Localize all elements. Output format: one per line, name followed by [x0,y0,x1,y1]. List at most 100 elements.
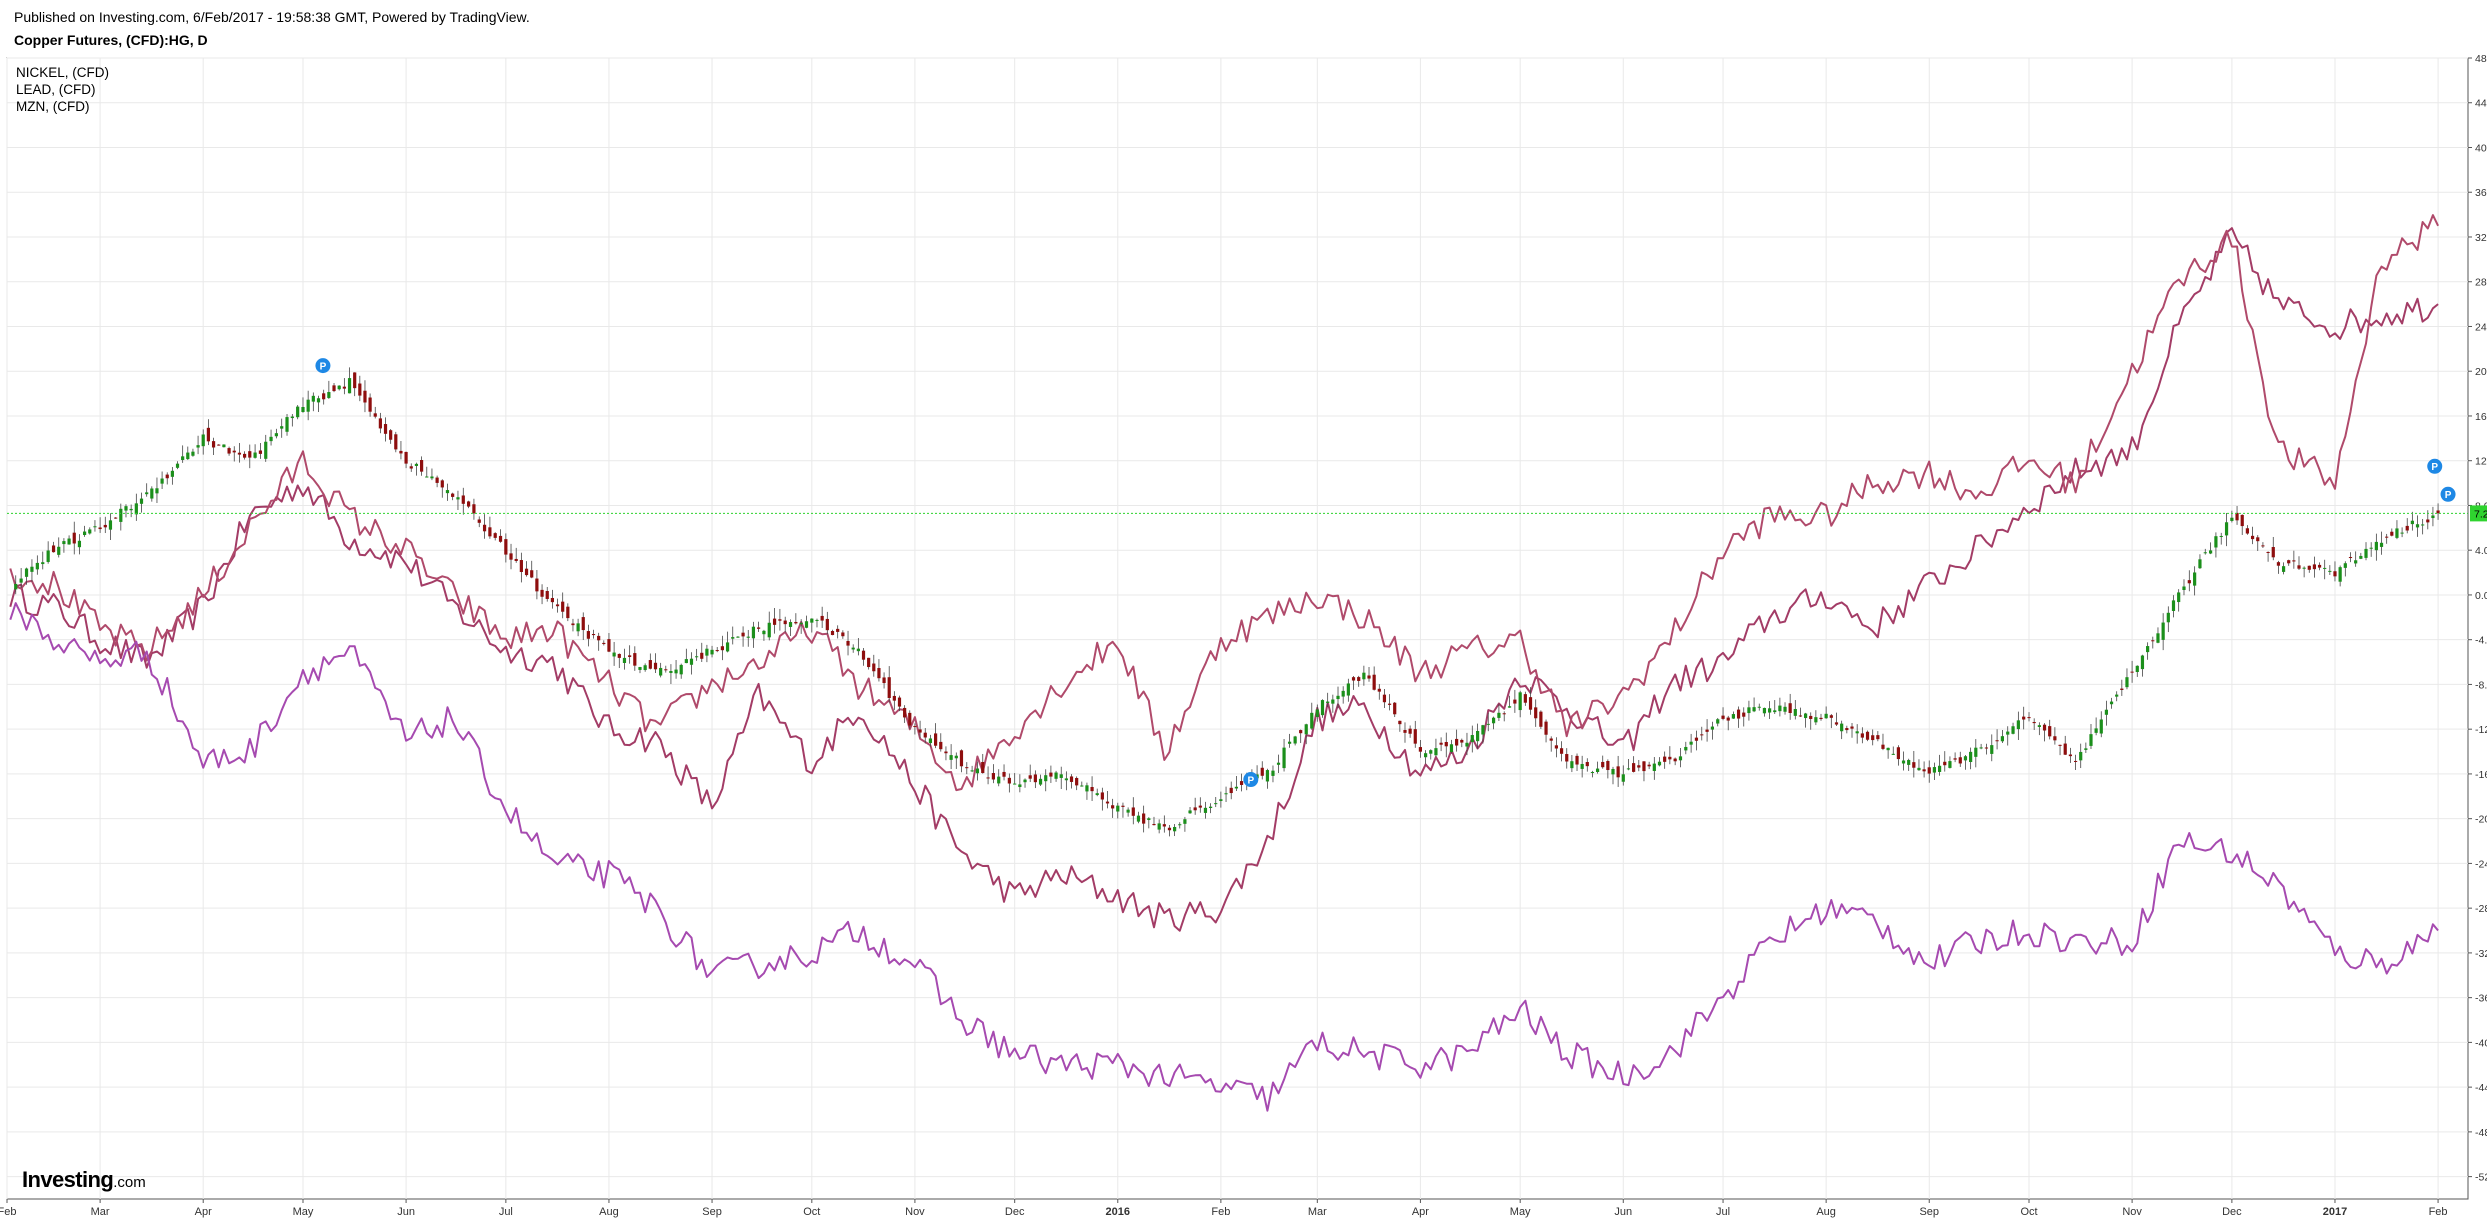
legend-entry-mzn[interactable]: MZN, (CFD) [16,99,90,114]
candle-body[interactable] [2364,548,2368,558]
candle-body[interactable] [1229,787,1233,794]
candle-body[interactable] [1398,720,1402,725]
candle-body[interactable] [1657,761,1662,766]
candle-body[interactable] [1460,739,1464,743]
candle-body[interactable] [1095,793,1099,796]
candle-body[interactable] [378,418,382,429]
candle-body[interactable] [2338,567,2342,582]
candle-body[interactable] [965,767,969,769]
candle-body[interactable] [1901,760,1906,764]
candle-body[interactable] [1684,746,1688,751]
candle-body[interactable] [1513,699,1517,704]
candle-body[interactable] [2240,514,2244,527]
candle-body[interactable] [30,566,34,572]
candle-body[interactable] [2000,736,2005,742]
candle-body[interactable] [867,657,871,668]
candle-body[interactable] [237,452,242,455]
candle-body[interactable] [1726,717,1730,721]
candle-body[interactable] [1621,774,1625,782]
candle-body[interactable] [119,508,123,522]
candle-body[interactable] [715,650,719,652]
candle-body[interactable] [2193,572,2197,586]
candle-body[interactable] [2156,633,2160,643]
candle-body[interactable] [2224,522,2229,536]
candle-body[interactable] [404,451,408,464]
candle-body[interactable] [445,490,450,494]
candle-body[interactable] [757,627,761,629]
candle-body[interactable] [524,568,529,576]
candle-body[interactable] [389,430,393,440]
candle-body[interactable] [2022,716,2026,720]
candle-body[interactable] [1705,729,1709,732]
candle-body[interactable] [124,506,128,511]
candle-body[interactable] [2063,743,2067,755]
candle-body[interactable] [461,495,465,504]
candle-body[interactable] [908,712,912,726]
candle-body[interactable] [1203,807,1208,813]
candle-body[interactable] [586,631,590,639]
candle-body[interactable] [301,407,305,413]
candle-body[interactable] [2369,547,2373,549]
candle-body[interactable] [1860,733,1864,738]
candle-body[interactable] [280,426,284,429]
candle-body[interactable] [1310,712,1314,729]
candle-body[interactable] [1126,809,1130,813]
candle-body[interactable] [1824,713,1828,719]
candle-body[interactable] [2271,547,2275,558]
candle-body[interactable] [1111,805,1115,809]
candle-body[interactable] [617,653,621,658]
candle-body[interactable] [1731,714,1735,719]
candle-body[interactable] [222,444,226,448]
candle-body[interactable] [700,652,704,659]
candle-body[interactable] [1059,774,1063,778]
candle-body[interactable] [1554,745,1558,749]
candle-body[interactable] [1408,728,1412,734]
candle-body[interactable] [975,768,980,774]
candle-body[interactable] [1142,813,1146,824]
candle-body[interactable] [1922,769,1926,772]
candle-body[interactable] [1002,771,1006,777]
candle-body[interactable] [1304,724,1308,735]
candle-body[interactable] [1850,726,1854,729]
candle-body[interactable] [1121,805,1125,807]
candle-body[interactable] [1038,778,1043,785]
candle-body[interactable] [581,617,585,631]
candle-body[interactable] [1721,715,1725,719]
candle-body[interactable] [139,498,144,504]
candle-body[interactable] [290,416,294,419]
candle-body[interactable] [19,578,23,583]
candle-body[interactable] [1663,756,1667,762]
candle-body[interactable] [2053,736,2057,741]
candle-body[interactable] [981,762,985,774]
candle-body[interactable] [2426,519,2430,523]
candle-body[interactable] [1783,706,1787,712]
candle-body[interactable] [1611,768,1615,775]
candle-body[interactable] [1736,709,1741,719]
candle-body[interactable] [1778,705,1782,712]
candle-body[interactable] [2058,744,2062,746]
candle-body[interactable] [555,604,560,607]
candle-body[interactable] [1239,781,1244,785]
candle-body[interactable] [2245,528,2249,534]
candle-body[interactable] [227,448,231,454]
legend-entry-lead[interactable]: LEAD, (CFD) [16,82,96,97]
candle-body[interactable] [1974,747,1978,757]
candle-body[interactable] [2297,565,2301,569]
candle-body[interactable] [243,453,247,458]
candle-body[interactable] [2261,545,2265,547]
candle-body[interactable] [825,618,829,631]
candle-body[interactable] [1927,767,1931,774]
candle-body[interactable] [2130,671,2134,673]
candle-body[interactable] [602,642,606,645]
candle-body[interactable] [2379,542,2384,547]
candle-body[interactable] [211,441,216,448]
candle-body[interactable] [2099,719,2103,734]
candle-body[interactable] [145,492,149,495]
candle-body[interactable] [1984,747,1989,749]
candle-body[interactable] [1943,761,1947,766]
candle-body[interactable] [540,589,544,597]
candle-body[interactable] [1995,740,1999,742]
publication-marker-icon[interactable] [1243,772,1259,788]
candle-body[interactable] [1710,726,1715,730]
candle-body[interactable] [1162,824,1166,827]
